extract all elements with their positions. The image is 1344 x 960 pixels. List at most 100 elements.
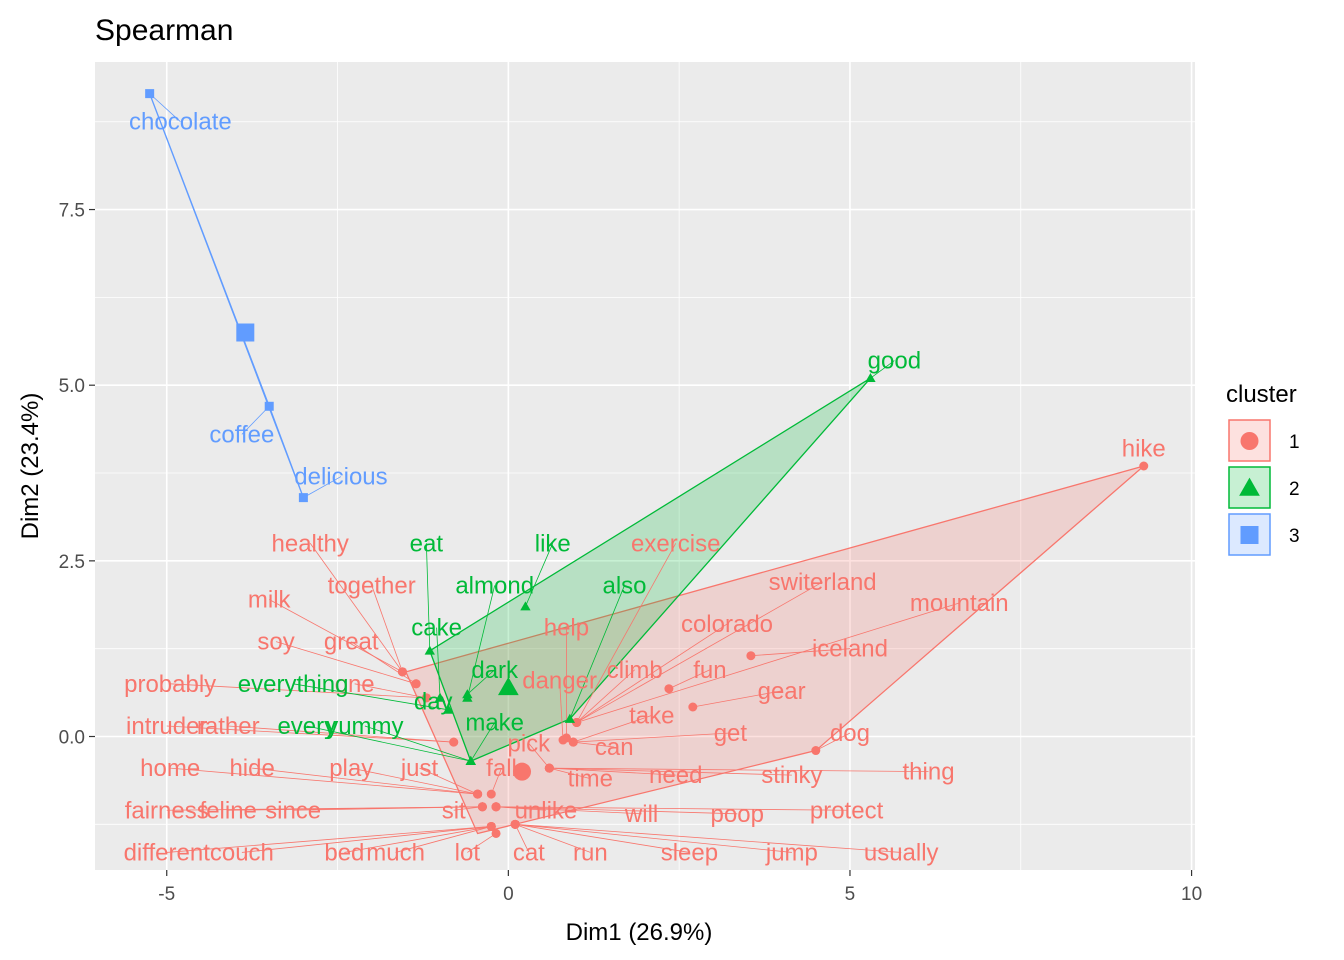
label-leader [436,627,441,698]
point-label: together [328,572,416,599]
label-leader [496,806,642,815]
data-point [411,679,421,689]
x-axis-title: Dim1 (26.9%) [566,919,713,946]
data-point [486,821,496,831]
label-leader [668,669,711,690]
point-label: much [366,839,425,866]
point-label: every [277,713,336,740]
point-label: mountain [910,590,1009,617]
label-leader [149,93,181,123]
label-leader [395,826,492,853]
label-leader [275,641,417,685]
data-point [746,651,756,661]
point-label: climb [607,657,663,684]
data-points [145,89,1149,838]
label-leader [576,602,960,723]
cluster-hulls [149,93,1145,835]
label-leader [470,722,496,762]
label-leader [293,683,449,711]
point-label: bed [324,839,364,866]
point-label: need [649,762,702,789]
label-leader [354,683,427,699]
point-label: gear [758,678,806,705]
point-label: everything [238,671,349,698]
label-leader [576,543,677,723]
label-leader [293,806,483,811]
label-leader [351,767,478,795]
label-leader [528,743,550,769]
legend-label-3: 3 [1289,526,1300,547]
point-label: yummy [326,713,403,740]
point-label: cake [411,615,462,642]
data-point [462,689,473,699]
point-label: just [400,755,439,782]
legend: cluster 1 2 3 [1226,381,1300,556]
point-label: can [595,734,634,761]
point-label: will [624,801,658,828]
point-label: dog [830,720,870,747]
point-label: rather [197,713,260,740]
cluster-1-hull [404,465,1145,835]
x-tick-label: 0 [503,884,514,905]
legend-label-1: 1 [1289,432,1300,453]
label-leader [549,767,929,773]
label-leader [815,732,851,751]
point-label: healthy [272,530,349,557]
legend-symbol-1 [1240,432,1259,450]
data-point [443,704,454,714]
data-point [465,755,476,765]
label-leader [306,725,471,762]
label-leader [496,806,847,811]
y-tick-label: 0.0 [59,728,85,749]
point-label: stinky [761,762,822,789]
data-point [434,692,446,702]
data-point [449,737,459,747]
grid [80,62,1195,870]
label-leader [241,405,270,435]
point-label: delicious [294,464,387,491]
label-leader [576,581,823,723]
data-point [421,693,431,703]
point-label: help [544,615,589,642]
point-label: home [140,755,200,782]
point-label: fairness [125,797,209,824]
data-point [486,789,496,799]
label-leader [252,767,478,795]
data-point [397,667,407,677]
label-leader [573,715,652,743]
y-tick-label: 7.5 [59,201,85,222]
label-leader [573,741,615,748]
data-point [264,401,274,411]
point-label: sit [442,797,466,824]
label-leader [419,767,478,795]
label-leader [515,823,690,853]
label-leader [870,360,895,379]
label-leader [573,732,731,743]
data-point [544,763,554,773]
label-leader [241,826,492,853]
label-leader [496,806,738,815]
data-point [510,819,520,829]
label-leader [515,823,591,853]
point-label: iceland [812,636,888,663]
point-label: fun [693,657,726,684]
label-leaders [149,93,960,853]
label-leader [692,690,782,708]
legend-label-2: 2 [1289,479,1300,500]
label-leader [525,543,554,607]
point-label: pick [508,731,552,758]
label-leader [466,585,496,698]
label-leader [559,680,564,741]
point-label: lot [455,839,481,866]
point-label: sleep [661,839,718,866]
label-leader [514,824,530,853]
y-tick-label: 2.5 [59,552,85,573]
label-leader [371,585,403,672]
point-label: day [414,688,453,715]
point-label: exercise [631,530,720,557]
label-leader [425,543,431,651]
data-point [688,702,698,712]
point-label: soy [257,629,294,656]
data-point [491,802,501,812]
